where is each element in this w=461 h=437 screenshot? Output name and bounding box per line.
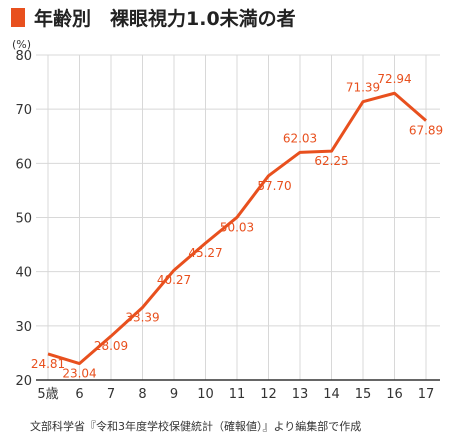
data-label: 23.04 [62, 367, 96, 381]
chart-title: 年齢別 裸眼視力1.0未満の者 [34, 7, 296, 30]
x-axis-ticks: 5歳 6 7 8 9 10 11 12 13 14 15 16 17 [37, 387, 434, 402]
x-tick-label: 6 [75, 387, 83, 402]
data-label: 28.09 [94, 339, 128, 353]
title-marker [11, 8, 25, 27]
x-tick-label: 11 [229, 387, 246, 402]
x-tick-label: 15 [355, 387, 372, 402]
data-label: 45.27 [188, 246, 222, 260]
y-tick-label: 50 [15, 212, 32, 227]
data-label: 62.03 [283, 131, 317, 145]
x-tick-label: 16 [386, 387, 403, 402]
data-label: 33.39 [125, 310, 159, 324]
x-tick-label: 13 [292, 387, 309, 402]
data-label: 72.94 [377, 72, 411, 86]
y-tick-label: 80 [15, 49, 32, 64]
grid [36, 54, 440, 380]
y-tick-label: 30 [15, 320, 32, 335]
data-label: 40.27 [157, 273, 191, 287]
y-tick-label: 60 [15, 157, 32, 172]
data-label: 50.03 [220, 220, 254, 234]
data-label: 62.25 [314, 154, 348, 168]
data-label: 67.89 [409, 124, 443, 138]
y-tick-label: 40 [15, 266, 32, 281]
y-axis-ticks: 20 30 40 50 60 70 80 [15, 49, 32, 389]
x-tick-label: 9 [170, 387, 178, 402]
x-tick-label: 5歳 [37, 387, 58, 402]
source-note: 文部科学省『令和3年度学校保健統計（確報値）』より編集部で作成 [30, 419, 361, 433]
y-tick-label: 70 [15, 103, 32, 118]
data-label: 71.39 [346, 81, 380, 95]
x-tick-label: 7 [107, 387, 115, 402]
x-tick-label: 8 [138, 387, 146, 402]
y-axis-unit-label: (%) [12, 38, 31, 51]
x-tick-label: 14 [323, 387, 340, 402]
series-line [47, 91, 427, 366]
x-tick-label: 10 [197, 387, 214, 402]
x-tick-label: 12 [260, 387, 277, 402]
data-label: 57.70 [257, 179, 291, 193]
data-label: 24.81 [31, 357, 65, 371]
x-tick-label: 17 [418, 387, 435, 402]
y-tick-label: 20 [15, 374, 32, 389]
